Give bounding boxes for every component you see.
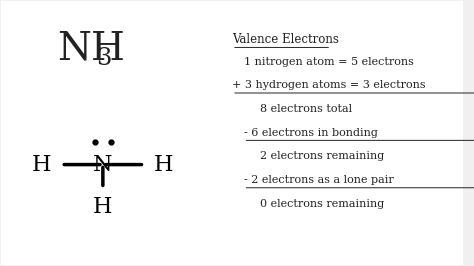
Text: H: H — [154, 153, 173, 176]
Text: 3: 3 — [96, 47, 111, 70]
Text: H: H — [32, 153, 52, 176]
Text: N: N — [93, 153, 113, 176]
Text: 0 electrons remaining: 0 electrons remaining — [260, 199, 384, 209]
Text: 8 electrons total: 8 electrons total — [260, 104, 352, 114]
Text: 1 nitrogen atom = 5 electrons: 1 nitrogen atom = 5 electrons — [244, 57, 413, 67]
Text: - 6 electrons in bonding: - 6 electrons in bonding — [244, 128, 377, 138]
Text: + 3 hydrogen atoms = 3 electrons: + 3 hydrogen atoms = 3 electrons — [232, 80, 426, 90]
Text: NH: NH — [57, 30, 125, 67]
Text: H: H — [93, 196, 113, 218]
Text: - 2 electrons as a lone pair: - 2 electrons as a lone pair — [244, 175, 393, 185]
Text: 2 electrons remaining: 2 electrons remaining — [260, 151, 384, 161]
Text: Valence Electrons: Valence Electrons — [232, 33, 339, 46]
